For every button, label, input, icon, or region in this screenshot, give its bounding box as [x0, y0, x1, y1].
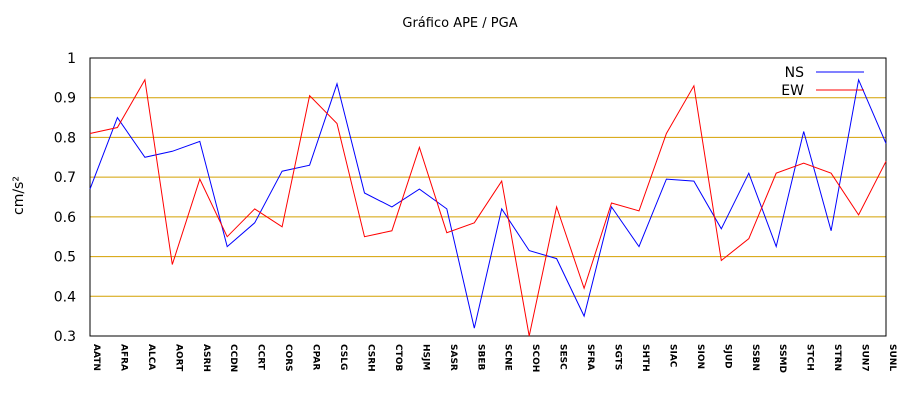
y-tick-label: 0.8 — [54, 130, 76, 146]
x-tick-label: SASR — [448, 344, 458, 371]
x-tick-label: SCNE — [503, 344, 513, 371]
series-line-ew — [89, 78, 887, 337]
x-tick-label: AORT — [173, 344, 183, 372]
x-tick-label: CPAR — [311, 344, 321, 370]
x-tick-label: SBEB — [475, 344, 485, 370]
series-line-ns — [89, 78, 887, 329]
x-tick-label: ASRH — [201, 344, 211, 372]
x-tick-label: CORS — [283, 344, 293, 372]
x-tick-label: SION — [695, 344, 705, 369]
x-tick-label: HSJM — [420, 344, 430, 370]
y-tick-label: 0.3 — [54, 329, 76, 345]
y-tick-label: 0.6 — [54, 210, 76, 226]
chart-title: Gráfico APE / PGA — [402, 16, 518, 31]
y-tick-label: 0.5 — [54, 250, 76, 266]
y-tick-label: 0.7 — [54, 170, 76, 186]
series-lines — [89, 78, 887, 337]
legend: NS EW — [781, 65, 864, 99]
y-tick-label: 0.4 — [54, 289, 76, 305]
x-tick-label: SSBN — [750, 344, 760, 371]
x-tick-label: SIAC — [667, 344, 677, 368]
x-tick-label: CSLG — [338, 344, 348, 370]
x-tick-label: SUNL — [887, 344, 897, 371]
x-tick-labels: AATN AFRA ALCA AORT ASRH CCDN CCRT CORS CPAR CSLG… — [91, 344, 897, 373]
plot-frame — [89, 57, 887, 337]
x-tick-label: CCDN — [228, 344, 238, 372]
y-tick-label: 1 — [67, 51, 76, 67]
x-tick-label: SFRA — [585, 344, 595, 371]
y-tick-labels: 0.3 0.4 0.5 0.6 0.7 0.8 0.9 1 — [54, 51, 76, 345]
x-tick-label: SUN7 — [860, 344, 870, 372]
x-tick-label: ALCA — [146, 344, 156, 370]
x-tick-label: STCH — [805, 344, 815, 371]
x-tick-label: SGTS — [613, 344, 623, 370]
grid-lines — [90, 97, 886, 297]
x-tick-label: CTOB — [393, 344, 403, 371]
x-tick-label: SHTH — [640, 344, 650, 372]
y-tick-label: 0.9 — [54, 91, 76, 107]
x-tick-label: STRN — [832, 344, 842, 371]
legend-label: NS — [785, 65, 804, 81]
x-tick-label: CSRH — [365, 344, 375, 372]
x-tick-label: AFRA — [118, 344, 128, 371]
x-tick-label: AATN — [91, 344, 101, 371]
x-tick-label: SJUD — [722, 344, 732, 369]
x-tick-label: SESC — [558, 344, 568, 370]
legend-label: EW — [781, 83, 804, 99]
x-tick-label: SSMD — [777, 344, 787, 373]
x-tick-label: SCOH — [530, 344, 540, 372]
x-tick-label: CCRT — [256, 344, 266, 371]
